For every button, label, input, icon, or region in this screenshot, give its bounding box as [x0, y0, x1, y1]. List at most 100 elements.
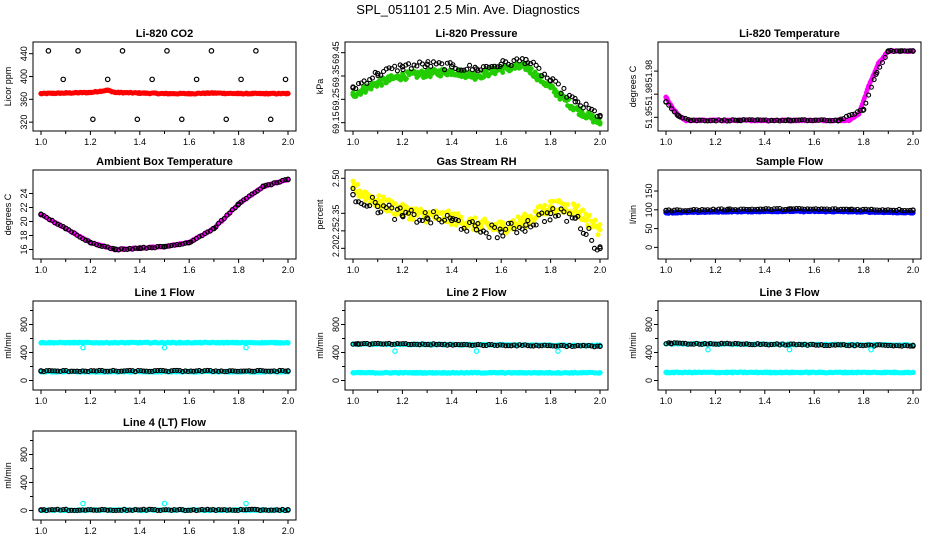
data-marker [410, 216, 416, 222]
data-marker [408, 207, 414, 213]
x-tick-label: 1.4 [134, 526, 147, 536]
data-marker [866, 92, 872, 98]
data-marker [760, 341, 766, 347]
data-marker [525, 218, 531, 224]
data-marker [422, 342, 428, 348]
data-marker [227, 507, 233, 513]
data-marker [796, 341, 802, 347]
data-marker [575, 343, 581, 349]
data-marker [55, 368, 61, 374]
data-marker [730, 207, 736, 213]
figure-title: SPL_051101 2.5 Min. Ave. Diagnostics [356, 2, 580, 17]
data-marker [866, 207, 872, 213]
data-marker [52, 507, 58, 513]
data-point [119, 48, 126, 54]
data-marker [550, 76, 556, 82]
data-marker [871, 76, 877, 83]
data-marker [405, 341, 412, 347]
data-marker [799, 117, 805, 123]
data-marker [241, 507, 247, 513]
data-marker [143, 368, 150, 374]
data-marker [428, 63, 434, 69]
data-marker [693, 118, 700, 124]
data-marker [782, 342, 788, 348]
data-marker [849, 111, 855, 118]
data-marker [130, 246, 136, 252]
data-marker [721, 117, 727, 123]
data-marker [243, 195, 249, 201]
data-marker [863, 100, 869, 106]
data-marker [38, 368, 44, 374]
data-marker [378, 209, 384, 215]
data-marker [558, 342, 564, 349]
data-marker [491, 342, 498, 348]
panel-title: Line 3 Flow [760, 287, 820, 299]
data-marker [793, 117, 799, 123]
data-marker [397, 205, 403, 211]
data-marker [478, 342, 484, 348]
data-marker [375, 340, 381, 346]
data-marker [403, 76, 409, 82]
y-tick-label: 400 [331, 345, 341, 360]
data-marker [369, 75, 375, 81]
data-marker [235, 202, 241, 208]
y-tick-label: 400 [19, 475, 29, 490]
data-marker [746, 206, 752, 213]
data-marker [910, 342, 916, 348]
data-marker [505, 220, 511, 227]
data-point [178, 116, 185, 123]
data-marker [902, 342, 908, 349]
data-marker [383, 341, 389, 347]
data-point [267, 116, 274, 123]
data-marker [392, 63, 398, 69]
data-marker [455, 341, 462, 348]
data-marker [403, 209, 409, 215]
data-marker [782, 207, 788, 213]
x-tick-label: 1.2 [709, 396, 722, 406]
plot-area [350, 178, 603, 253]
data-marker [824, 117, 830, 124]
data-marker [232, 507, 238, 513]
data-marker [252, 368, 258, 374]
data-marker [171, 242, 177, 248]
data-marker [483, 230, 489, 236]
data-marker [163, 243, 169, 249]
data-marker [57, 507, 63, 513]
data-marker [403, 204, 409, 210]
x-tick-label: 2.0 [282, 265, 295, 275]
data-point [149, 76, 155, 83]
panel-title: Line 4 (LT) Flow [123, 417, 206, 429]
data-marker [910, 207, 916, 213]
y-tick-label: 400 [19, 69, 29, 84]
series-reference [663, 340, 916, 349]
data-marker [796, 117, 802, 123]
data-marker [904, 48, 910, 54]
data-marker [888, 47, 894, 53]
data-marker [810, 341, 816, 348]
data-marker [44, 368, 50, 374]
data-point [705, 346, 711, 353]
data-marker [353, 85, 359, 92]
data-marker [696, 341, 702, 347]
data-marker [716, 117, 722, 123]
data-marker [597, 343, 603, 349]
data-marker [771, 206, 777, 212]
data-marker [263, 182, 269, 188]
data-marker [478, 229, 484, 235]
data-marker [49, 368, 55, 374]
data-marker [710, 341, 716, 347]
data-marker [832, 117, 838, 123]
data-marker [699, 341, 705, 347]
data-marker [669, 341, 675, 347]
y-tick-label: 0 [19, 508, 29, 513]
data-marker [818, 206, 824, 212]
data-point [161, 344, 168, 351]
x-tick-label: 1.2 [709, 137, 722, 147]
data-marker [766, 206, 772, 212]
data-marker [179, 241, 186, 247]
data-marker [680, 115, 686, 121]
data-marker [564, 343, 570, 350]
